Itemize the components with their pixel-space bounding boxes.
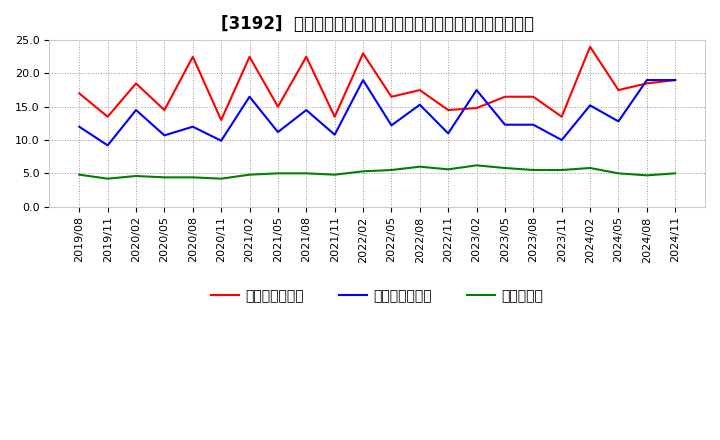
買入債務回転率 [642,77,651,83]
売上債権回転率 [330,114,339,119]
買入債務回転率 [472,88,481,93]
在庫回転率 [642,172,651,178]
在庫回転率 [359,169,367,174]
Line: 在庫回転率: 在庫回転率 [79,165,675,179]
在庫回転率 [529,167,538,172]
買入債務回転率 [557,137,566,143]
買入債務回転率 [415,102,424,107]
売上債権回転率 [444,107,452,113]
買入債務回転率 [246,94,254,99]
在庫回転率 [160,175,168,180]
在庫回転率 [274,171,282,176]
売上債権回転率 [302,54,310,59]
買入債務回転率 [75,124,84,129]
買入債務回転率 [359,77,367,83]
買入債務回転率 [274,129,282,135]
在庫回転率 [472,163,481,168]
在庫回転率 [104,176,112,181]
在庫回転率 [557,167,566,172]
在庫回転率 [330,172,339,177]
売上債権回転率 [472,106,481,111]
売上債権回転率 [500,94,509,99]
買入債務回転率 [302,107,310,113]
買入債務回転率 [529,122,538,127]
買入債務回転率 [500,122,509,127]
買入債務回転率 [671,77,680,83]
在庫回転率 [671,171,680,176]
在庫回転率 [75,172,84,177]
売上債権回転率 [274,104,282,110]
売上債権回転率 [75,91,84,96]
在庫回転率 [586,165,595,171]
売上債権回転率 [557,114,566,119]
売上債権回転率 [359,51,367,56]
売上債権回転率 [614,88,623,93]
売上債権回転率 [642,81,651,86]
在庫回転率 [415,164,424,169]
売上債権回転率 [387,94,396,99]
買入債務回転率 [160,133,168,138]
在庫回転率 [500,165,509,171]
Line: 買入債務回転率: 買入債務回転率 [79,80,675,145]
売上債権回転率 [132,81,140,86]
Line: 売上債権回転率: 売上債権回転率 [79,47,675,120]
Title: [3192]  売上債権回転率、買入債務回転率、在庫回転率の推移: [3192] 売上債権回転率、買入債務回転率、在庫回転率の推移 [221,15,534,33]
買入債務回転率 [104,143,112,148]
買入債務回転率 [614,119,623,124]
買入債務回転率 [189,124,197,129]
売上債権回転率 [160,107,168,113]
Legend: 売上債権回転率, 買入債務回転率, 在庫回転率: 売上債権回転率, 買入債務回転率, 在庫回転率 [205,283,549,308]
買入債務回転率 [444,131,452,136]
買入債務回転率 [586,103,595,108]
在庫回転率 [387,167,396,172]
売上債権回転率 [189,54,197,59]
売上債権回転率 [529,94,538,99]
在庫回転率 [246,172,254,177]
売上債権回転率 [246,54,254,59]
売上債権回転率 [586,44,595,49]
買入債務回転率 [132,107,140,113]
売上債権回転率 [217,117,225,123]
売上債権回転率 [671,77,680,83]
在庫回転率 [302,171,310,176]
在庫回転率 [614,171,623,176]
在庫回転率 [444,167,452,172]
在庫回転率 [132,173,140,179]
在庫回転率 [217,176,225,181]
売上債権回転率 [415,88,424,93]
買入債務回転率 [217,138,225,143]
買入債務回転率 [387,123,396,128]
在庫回転率 [189,175,197,180]
買入債務回転率 [330,132,339,137]
売上債権回転率 [104,114,112,119]
